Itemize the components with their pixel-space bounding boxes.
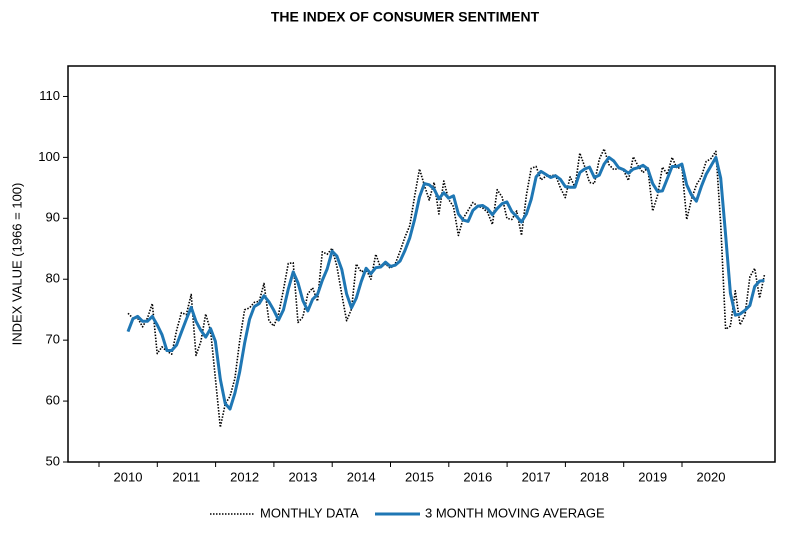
y-tick-label: 70 — [46, 332, 60, 347]
x-tick-label: 2015 — [405, 469, 434, 484]
x-tick-label: 2018 — [580, 469, 609, 484]
y-tick-label: 90 — [46, 210, 60, 225]
legend-label: 3 MONTH MOVING AVERAGE — [425, 505, 605, 520]
chart-title: THE INDEX OF CONSUMER SENTIMENT — [271, 9, 540, 25]
y-tick-label: 100 — [38, 149, 60, 164]
x-tick-label: 2017 — [522, 469, 551, 484]
x-tick-label: 2010 — [114, 469, 143, 484]
plot-frame — [67, 65, 776, 463]
x-tick-label: 2019 — [638, 469, 667, 484]
series-line — [126, 155, 765, 411]
y-tick-label: 50 — [46, 453, 60, 468]
x-tick-label: 2012 — [230, 469, 259, 484]
y-tick-label: 110 — [39, 88, 60, 103]
legend-label: MONTHLY DATA — [260, 505, 359, 520]
x-tick-label: 2011 — [172, 469, 200, 484]
y-axis-label: INDEX VALUE (1966 = 100) — [9, 183, 24, 346]
y-tick-label: 80 — [46, 271, 60, 286]
y-tick-label: 60 — [46, 393, 60, 408]
x-tick-label: 2016 — [463, 469, 492, 484]
x-tick-label: 2014 — [347, 469, 376, 484]
series-line — [127, 148, 766, 429]
x-tick-label: 2020 — [697, 469, 726, 484]
x-tick-label: 2013 — [288, 469, 317, 484]
